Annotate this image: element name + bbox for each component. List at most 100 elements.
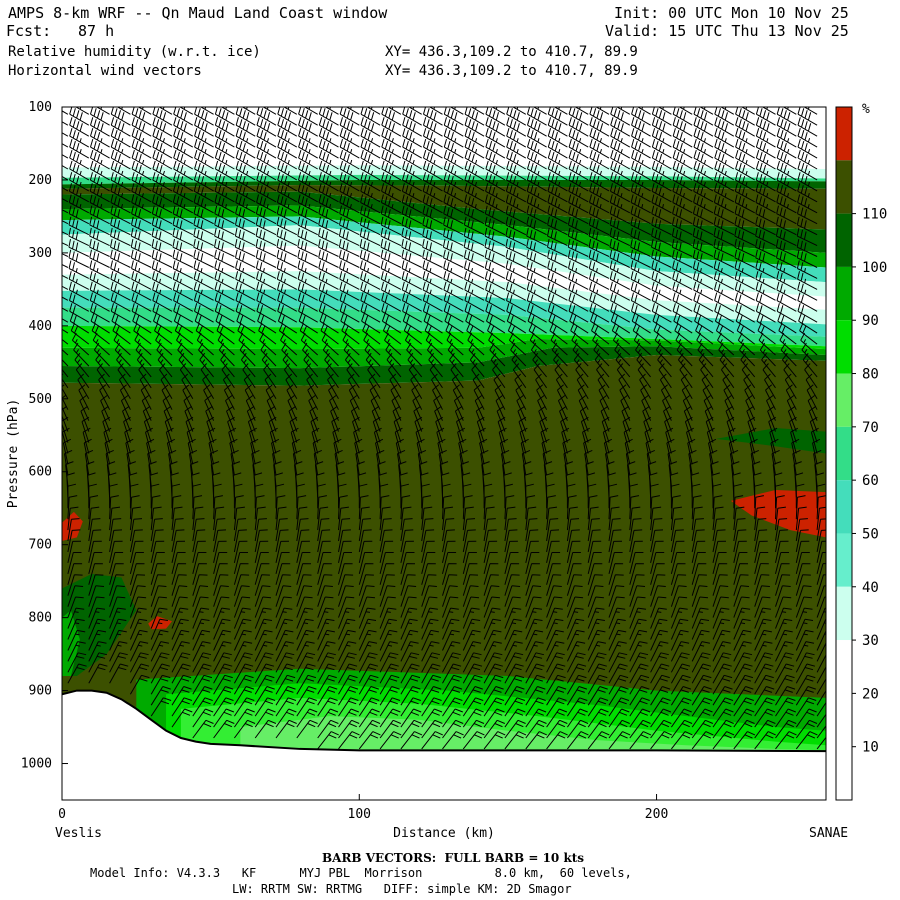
wind-barb-c32-l6 bbox=[714, 160, 735, 181]
wind-barb-c9-l15 bbox=[235, 260, 256, 279]
wind-barb-c15-l4 bbox=[360, 138, 381, 159]
wind-barb-c16-l47 bbox=[400, 607, 418, 629]
wind-barb-c16-l10 bbox=[380, 205, 402, 225]
wind-barb-c27-l12 bbox=[609, 227, 631, 247]
wind-barb-c28-l56 bbox=[650, 708, 672, 728]
wind-barb-c12-l7 bbox=[298, 172, 318, 192]
wind-barb-c31-l54 bbox=[712, 686, 733, 706]
wind-barb-c32-l11 bbox=[713, 216, 735, 236]
wind-barb-c17-l14 bbox=[401, 249, 422, 268]
wind-barb-c2-l42 bbox=[109, 552, 124, 575]
wind-barb-c14-l14 bbox=[339, 249, 360, 268]
wind-barb-c13-l37 bbox=[338, 495, 348, 520]
wind-barb-c32-l29 bbox=[725, 405, 735, 432]
wind-barb-c8-l53 bbox=[233, 674, 254, 695]
wind-barb-c19-l51 bbox=[462, 652, 482, 673]
wind-barb-c7-l57 bbox=[213, 719, 235, 739]
wind-barb-c22-l47 bbox=[525, 607, 543, 629]
wind-barb-c19-l37 bbox=[462, 495, 473, 520]
wind-barb-c29-l18 bbox=[651, 292, 672, 312]
wind-barb-c26-l58 bbox=[608, 731, 631, 750]
rh-patch-9 bbox=[240, 716, 826, 751]
wind-barb-c5-l19 bbox=[152, 303, 173, 323]
wind-barb-c8-l38 bbox=[233, 506, 245, 531]
wind-barb-c30-l10 bbox=[672, 205, 693, 225]
wind-barb-c6-l9 bbox=[172, 194, 194, 214]
wind-barb-c29-l49 bbox=[670, 629, 689, 651]
wind-barb-c13-l56 bbox=[338, 708, 359, 728]
wind-barb-c29-l46 bbox=[670, 596, 688, 618]
wind-barb-c17-l7 bbox=[402, 172, 422, 192]
wind-barb-c25-l22 bbox=[571, 332, 589, 356]
wind-barb-c10-l49 bbox=[275, 629, 294, 651]
wind-barb-c22-l44 bbox=[525, 574, 541, 596]
wind-barb-c24-l8 bbox=[547, 183, 568, 203]
wind-barb-c13-l51 bbox=[338, 652, 357, 673]
wind-barb-c23-l36 bbox=[546, 483, 555, 509]
wind-barb-c10-l52 bbox=[275, 663, 295, 684]
wind-barb-c1-l36 bbox=[88, 483, 97, 509]
wind-barb-c22-l5 bbox=[506, 149, 527, 170]
wind-barb-c5-l28 bbox=[162, 395, 173, 421]
wind-barb-c10-l13 bbox=[255, 239, 277, 257]
wind-barb-c1-l29 bbox=[80, 405, 90, 432]
wind-barb-c26-l36 bbox=[608, 483, 618, 509]
wind-barb-c22-l48 bbox=[525, 618, 543, 640]
wind-barb-c7-l10 bbox=[193, 205, 214, 225]
wind-barb-c12-l16 bbox=[297, 271, 318, 290]
wind-barb-c3-l9 bbox=[110, 194, 131, 214]
wind-barb-c6-l16 bbox=[172, 271, 194, 290]
wind-barb-c1-l13 bbox=[68, 239, 90, 257]
wind-barb-c32-l7 bbox=[714, 172, 735, 192]
wind-barb-c15-l37 bbox=[379, 495, 390, 520]
wind-barb-c33-l20 bbox=[735, 313, 755, 334]
wind-barb-c4-l15 bbox=[131, 260, 152, 279]
wind-barb-c24-l24 bbox=[553, 352, 568, 378]
wind-barb-c12-l52 bbox=[317, 663, 337, 684]
wind-barb-c22-l53 bbox=[525, 674, 545, 695]
wind-barb-c35-l52 bbox=[795, 663, 816, 684]
wind-barb-c18-l43 bbox=[442, 563, 457, 585]
wind-barb-c7-l55 bbox=[213, 697, 234, 717]
wind-barb-c8-l2 bbox=[214, 117, 235, 137]
wind-barb-c34-l0 bbox=[761, 107, 776, 115]
wind-barb-c36-l40 bbox=[816, 529, 826, 553]
wind-barb-c30-l37 bbox=[691, 495, 702, 520]
wind-barb-c21-l7 bbox=[485, 172, 506, 192]
wind-barb-c28-l12 bbox=[630, 227, 651, 247]
wind-barb-c31-l0 bbox=[699, 107, 714, 115]
wind-barb-c2-l48 bbox=[109, 618, 127, 640]
wind-barb-c23-l26 bbox=[535, 373, 548, 400]
wind-barb-c28-l47 bbox=[650, 607, 667, 629]
wind-barb-c18-l41 bbox=[442, 540, 456, 564]
wind-barb-c14-l29 bbox=[350, 405, 360, 432]
wind-barb-c6-l20 bbox=[173, 313, 194, 334]
wind-barb-c30-l49 bbox=[691, 629, 710, 651]
wind-barb-c21-l48 bbox=[504, 618, 522, 640]
wind-barb-c17-l25 bbox=[408, 363, 423, 389]
wind-barb-c14-l44 bbox=[358, 574, 374, 596]
wind-barb-c22-l18 bbox=[506, 292, 527, 312]
wind-barb-c21-l2 bbox=[485, 117, 506, 137]
wind-barb-c9-l28 bbox=[245, 395, 256, 421]
wind-barb-c12-l2 bbox=[298, 117, 318, 137]
wind-barb-c25-l11 bbox=[567, 216, 589, 236]
wind-barb-c33-l46 bbox=[754, 596, 771, 618]
wind-barb-c2-l40 bbox=[109, 529, 123, 553]
wind-barb-c11-l46 bbox=[296, 596, 313, 618]
wind-barb-c26-l46 bbox=[608, 596, 625, 618]
wind-barb-c10-l19 bbox=[256, 303, 277, 323]
wind-barb-c1-l9 bbox=[68, 194, 90, 214]
wind-barb-c31-l31 bbox=[706, 427, 715, 454]
wind-barb-c33-l1 bbox=[735, 107, 755, 126]
wind-barb-c29-l52 bbox=[670, 663, 691, 684]
wind-barb-c21-l25 bbox=[492, 363, 506, 389]
wind-barb-c23-l20 bbox=[527, 313, 547, 334]
wind-barb-c22-l0 bbox=[512, 107, 527, 115]
wind-barb-c34-l4 bbox=[755, 138, 776, 159]
wind-barb-c27-l49 bbox=[629, 629, 648, 651]
wind-barb-c32-l51 bbox=[733, 652, 753, 673]
wind-barb-c29-l7 bbox=[651, 172, 672, 192]
wind-barb-c13-l36 bbox=[338, 483, 347, 509]
wind-barb-c17-l2 bbox=[402, 117, 422, 137]
